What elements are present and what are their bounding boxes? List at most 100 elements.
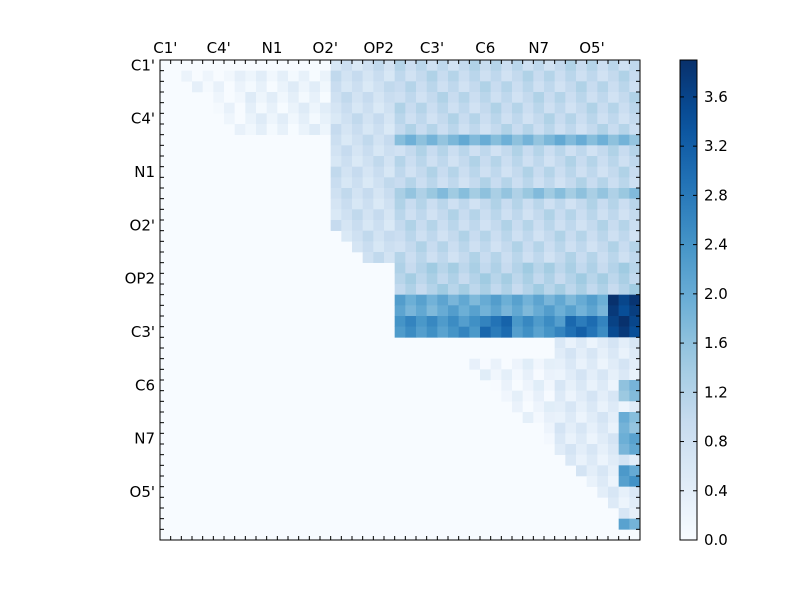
heatmap-cell [384, 92, 395, 103]
heatmap-cell [245, 102, 257, 114]
heatmap-cell [394, 134, 406, 146]
heatmap-cell [501, 220, 513, 231]
heatmap-cell [181, 70, 193, 82]
heatmap-cell [448, 81, 459, 93]
heatmap-cell [522, 145, 534, 157]
heatmap-cell [533, 124, 545, 135]
heatmap-cell [512, 70, 523, 82]
heatmap-cell [405, 113, 417, 125]
heatmap-cell [629, 369, 641, 381]
heatmap-cell [362, 230, 374, 242]
heatmap-cell [458, 198, 470, 210]
axis-tick-labels: C1'C1' C4' C4' N1 N1 O2' O2' OP2 OP2 C3' C3' C6 C6 N7… [125, 39, 605, 501]
heatmap-cell [469, 273, 481, 285]
heatmap-cell [597, 273, 609, 285]
heatmap-cell [405, 81, 417, 93]
heatmap-cell [373, 81, 385, 93]
heatmap-cell [629, 60, 641, 71]
heatmap-cell [512, 284, 523, 295]
heatmap-cell [501, 113, 513, 125]
heatmap-cell [480, 230, 491, 242]
heatmap-cell [394, 81, 406, 93]
heatmap-cell [544, 134, 555, 146]
heatmap-cell [501, 358, 513, 370]
col-tick-label: C1' [153, 39, 177, 57]
heatmap-cell [597, 124, 609, 135]
heatmap-cell [288, 70, 299, 82]
heatmap-cell [576, 198, 587, 210]
heatmap-cell [544, 252, 555, 263]
heatmap-cell [608, 316, 619, 327]
heatmap-cell [501, 102, 513, 114]
heatmap-cell [522, 273, 534, 285]
heatmap-cell [405, 188, 417, 199]
heatmap-cell [490, 188, 502, 199]
heatmap-cell [629, 113, 641, 125]
heatmap-cell [586, 412, 598, 423]
heatmap-cell [608, 188, 619, 199]
heatmap-cell [362, 70, 374, 82]
heatmap-cell [437, 241, 449, 253]
heatmap-cell [608, 454, 619, 466]
heatmap-cell [597, 422, 609, 434]
heatmap-cell [469, 358, 481, 370]
heatmap-cell [480, 209, 491, 221]
heatmap-cell [512, 102, 523, 114]
heatmap-cell [384, 113, 395, 125]
heatmap-cell [405, 134, 417, 146]
heatmap-cell [544, 284, 555, 295]
heatmap-cell [522, 70, 534, 82]
heatmap-cell [586, 262, 598, 274]
heatmap-cell [554, 92, 566, 103]
heatmap-cell [330, 166, 342, 178]
heatmap-cell [405, 316, 417, 327]
heatmap-cell [277, 124, 289, 135]
heatmap-cell [629, 230, 641, 242]
heatmap-cell [448, 230, 459, 242]
heatmap-cell [576, 412, 587, 423]
heatmap-cell [544, 188, 555, 199]
heatmap-cell [405, 166, 417, 178]
heatmap-cell [469, 220, 481, 231]
heatmap-cell [501, 60, 513, 71]
heatmap-cell [586, 81, 598, 93]
heatmap-cell [629, 262, 641, 274]
heatmap-cell [533, 230, 545, 242]
heatmap-cell [501, 188, 513, 199]
heatmap-cell [597, 412, 609, 423]
heatmap-cell [618, 60, 630, 71]
heatmap-cell [426, 145, 438, 157]
heatmap-cell [330, 60, 342, 71]
heatmap-cell [608, 422, 619, 434]
heatmap-cell [576, 241, 587, 253]
heatmap-cell [330, 81, 342, 93]
heatmap-cell [586, 166, 598, 178]
heatmap-cell [608, 209, 619, 221]
heatmap-cell [480, 81, 491, 93]
heatmap-cell [394, 326, 406, 338]
heatmap-cell [554, 348, 566, 359]
heatmap-cell [416, 124, 427, 135]
heatmap-cell [576, 220, 587, 231]
heatmap-cell [544, 102, 555, 114]
heatmap-cell [554, 273, 566, 285]
heatmap-cell [309, 102, 321, 114]
heatmap-cell [448, 156, 459, 167]
heatmap-cell [586, 465, 598, 477]
heatmap-cell [501, 145, 513, 157]
heatmap-cell [437, 145, 449, 157]
heatmap-cell [458, 70, 470, 82]
heatmap-cell [576, 81, 587, 93]
heatmap-cell [608, 92, 619, 103]
heatmap-cell [288, 113, 299, 125]
colorbar-ticks: 0.0 0.4 0.8 1.2 1.6 2.0 2.4 2.8 3.2 3.6 [680, 88, 728, 549]
heatmap-cell [586, 209, 598, 221]
heatmap-cell [629, 433, 641, 445]
heatmap-cell [490, 92, 502, 103]
heatmap-cell [544, 305, 555, 317]
heatmap-cell [480, 326, 491, 338]
heatmap-cell [554, 70, 566, 82]
heatmap-cell [234, 92, 246, 103]
heatmap-cell [437, 198, 449, 210]
heatmap-cell [576, 284, 587, 295]
